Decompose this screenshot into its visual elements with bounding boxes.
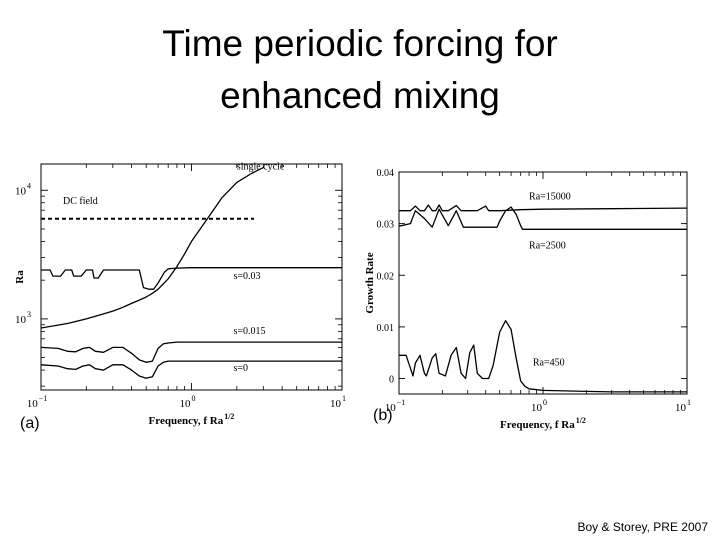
panel-label: (a) xyxy=(20,415,40,432)
series-label-ra-2500: Ra=2500 xyxy=(529,240,566,251)
y-axis-label: Growth Rate xyxy=(364,252,376,313)
x-axis-label: Frequency, f Ra1/2 xyxy=(149,412,235,427)
slide-title-line-2: enhanced mixing xyxy=(220,75,500,116)
y-tick-label: 104 xyxy=(15,181,31,197)
y-tick-label: 0.03 xyxy=(377,220,395,231)
series-line-single-cycle xyxy=(41,167,264,329)
series-label-ra-450: Ra=450 xyxy=(533,358,565,369)
chart-a: 10−1 100 101 103 104 Frequency, f Ra1/2 Ra (a) s… xyxy=(14,161,346,432)
y-axis-label: Ra xyxy=(14,270,26,284)
panel-label: (b) xyxy=(373,407,393,424)
series-line-s-0-03 xyxy=(41,267,342,290)
series-line-ra-450 xyxy=(399,320,687,393)
series-label-single-cycle: single cycle xyxy=(237,161,285,172)
series-label-s-0-015: s=0.015 xyxy=(233,326,265,337)
series-label-s-0: s=0 xyxy=(233,363,248,374)
y-tick-label: 0 xyxy=(389,375,394,386)
y-tick-label: 103 xyxy=(15,310,31,326)
series-line-s-0-015 xyxy=(41,341,342,363)
x-tick-label: 100 xyxy=(531,398,547,414)
x-tick-label: 101 xyxy=(330,394,346,410)
y-tick-label: 0.04 xyxy=(377,168,395,179)
y-tick-label: 0.02 xyxy=(377,271,395,282)
series-line-ra-2500 xyxy=(399,206,687,230)
y-tick-label: 0.01 xyxy=(377,323,395,334)
slide-title: Time periodic forcing for enhanced mixin… xyxy=(0,18,720,122)
x-tick-label: 101 xyxy=(675,398,691,414)
x-tick-label: 10−1 xyxy=(27,394,48,410)
series-label-ra-15000: Ra=15000 xyxy=(529,191,571,202)
x-axis-label: Frequency, f Ra1/2 xyxy=(500,416,586,431)
slide-title-line-1: Time periodic forcing for xyxy=(162,23,558,64)
series-label-s-0-03: s=0.03 xyxy=(233,271,260,282)
series-line-ra-15000 xyxy=(399,204,687,212)
x-tick-label: 100 xyxy=(180,394,196,410)
citation: Boy & Storey, PRE 2007 xyxy=(577,520,708,534)
series-line-s-0 xyxy=(41,360,342,379)
series-label-dc-field: DC field xyxy=(63,196,98,207)
